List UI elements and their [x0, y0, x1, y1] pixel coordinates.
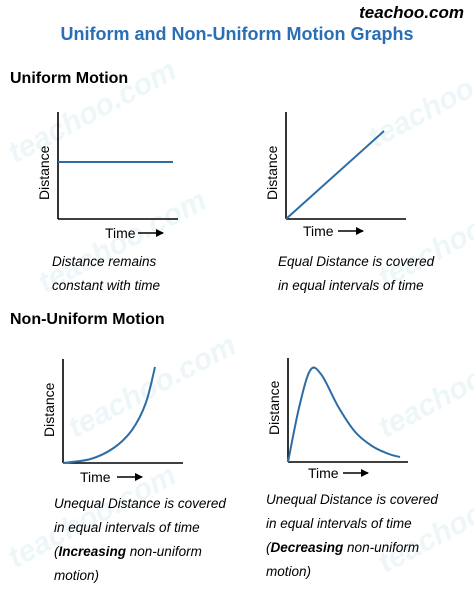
x-axis-label: Time	[105, 225, 136, 241]
brand-logo: teachoo.com	[359, 3, 464, 22]
caption-line: Equal Distance is covered	[278, 254, 435, 269]
caption-line: in equal intervals of time	[54, 520, 200, 535]
caption-line: (Decreasing non-uniform	[266, 540, 420, 555]
graph-increasing-nonuniform: Time Distance	[41, 359, 183, 485]
caption-line: Unequal Distance is covered	[54, 496, 226, 511]
page-title: Uniform and Non-Uniform Motion Graphs	[60, 24, 414, 44]
caption-emphasis: Decreasing	[270, 540, 344, 555]
x-axis-label: Time	[308, 465, 339, 481]
section-title-nonuniform: Non-Uniform Motion	[10, 311, 165, 328]
y-axis-label: Distance	[41, 382, 57, 437]
caption-line: Distance remains	[52, 254, 157, 269]
caption-line: in equal intervals of time	[266, 516, 412, 531]
graph-constant-distance: Time Distance	[36, 112, 178, 241]
y-axis-label: Distance	[264, 145, 280, 200]
caption-uniform: Equal Distance is covered in equal inter…	[278, 250, 434, 298]
caption-line: Unequal Distance is covered	[266, 492, 438, 507]
caption-line: motion)	[54, 568, 100, 583]
y-axis-label: Distance	[36, 145, 52, 200]
section-title-uniform: Uniform Motion	[10, 70, 129, 87]
caption-line: motion)	[266, 564, 312, 579]
distance-time-curve	[287, 366, 401, 463]
graph-decreasing-nonuniform: Time Distance	[266, 358, 408, 481]
x-axis-label: Time	[80, 469, 111, 485]
caption-constant: Distance remains constant with time	[52, 250, 160, 298]
distance-time-curve	[62, 366, 156, 464]
caption-line: constant with time	[52, 278, 161, 293]
distance-time-line	[285, 130, 385, 220]
x-axis-label: Time	[303, 223, 334, 239]
caption-line: (Increasing non-uniform	[54, 544, 202, 559]
caption-decreasing: Unequal Distance is covered in equal int…	[266, 488, 438, 584]
caption-line: in equal intervals of time	[278, 278, 424, 293]
y-axis-label: Distance	[266, 380, 282, 435]
caption-emphasis: Increasing	[58, 544, 127, 559]
caption-increasing: Unequal Distance is covered in equal int…	[54, 492, 226, 588]
graph-uniform-linear: Time Distance	[264, 112, 406, 239]
